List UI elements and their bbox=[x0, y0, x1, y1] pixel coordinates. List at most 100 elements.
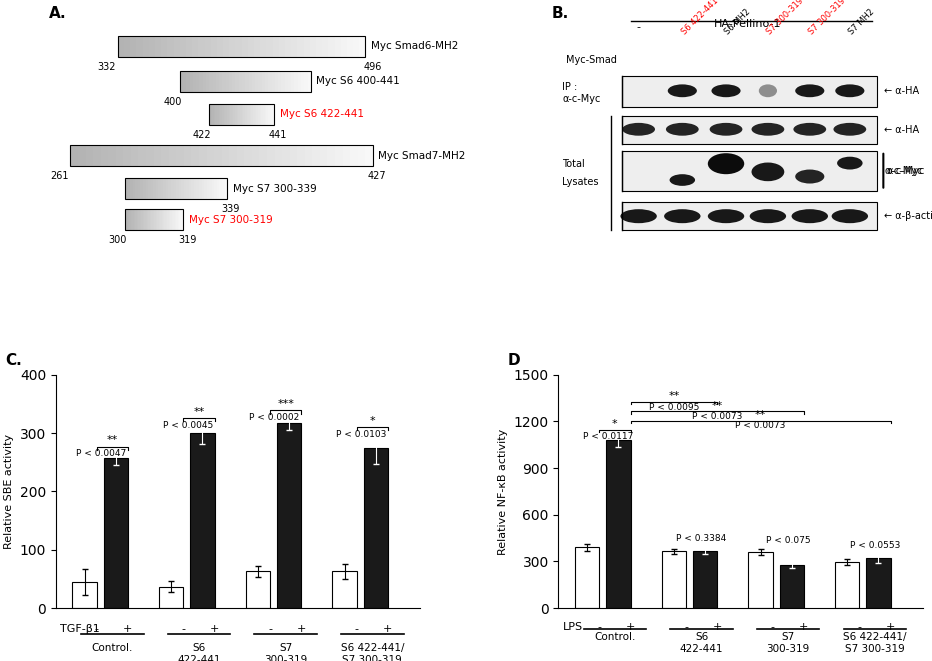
Bar bbox=[217, 104, 219, 125]
Bar bbox=[171, 178, 174, 199]
Bar bbox=[335, 145, 343, 166]
Bar bbox=[123, 145, 131, 166]
Bar bbox=[252, 71, 256, 92]
Bar bbox=[202, 71, 207, 92]
Text: S7 MH2: S7 MH2 bbox=[847, 7, 876, 36]
Bar bbox=[258, 71, 263, 92]
Text: +: + bbox=[799, 622, 809, 632]
Bar bbox=[148, 178, 151, 199]
Bar bbox=[260, 104, 262, 125]
Text: +: + bbox=[210, 625, 219, 635]
Text: α-c-Myc: α-c-Myc bbox=[884, 166, 923, 176]
Bar bbox=[350, 145, 359, 166]
Text: P < 0.3384: P < 0.3384 bbox=[677, 534, 727, 543]
Bar bbox=[116, 145, 124, 166]
Bar bbox=[210, 71, 213, 92]
Bar bbox=[249, 71, 253, 92]
Bar bbox=[347, 36, 354, 57]
Text: -: - bbox=[771, 622, 774, 632]
Bar bbox=[204, 178, 208, 199]
Text: P < 0.0047: P < 0.0047 bbox=[75, 449, 126, 459]
Text: **: ** bbox=[668, 391, 679, 401]
Bar bbox=[245, 104, 247, 125]
Bar bbox=[254, 104, 255, 125]
Bar bbox=[159, 586, 184, 608]
Bar bbox=[226, 104, 227, 125]
Text: ← α-HA: ← α-HA bbox=[884, 125, 920, 135]
Bar bbox=[254, 104, 257, 125]
Text: P < 0.075: P < 0.075 bbox=[766, 537, 811, 545]
Bar bbox=[222, 178, 226, 199]
Bar bbox=[247, 104, 249, 125]
Bar bbox=[219, 104, 221, 125]
Bar bbox=[169, 178, 171, 199]
Bar bbox=[223, 36, 230, 57]
Bar bbox=[73, 582, 97, 608]
Bar bbox=[135, 210, 138, 230]
Bar bbox=[662, 551, 686, 608]
Bar bbox=[243, 104, 246, 125]
Text: TGF-β1: TGF-β1 bbox=[61, 625, 100, 635]
Bar bbox=[153, 178, 157, 199]
Bar bbox=[267, 104, 268, 125]
Bar bbox=[239, 71, 242, 92]
Ellipse shape bbox=[709, 123, 743, 136]
Bar bbox=[232, 104, 234, 125]
Bar bbox=[128, 178, 130, 199]
Text: HA-Pellino-1: HA-Pellino-1 bbox=[714, 19, 782, 29]
Text: -: - bbox=[182, 625, 185, 635]
Text: Total: Total bbox=[562, 159, 585, 169]
Ellipse shape bbox=[666, 123, 699, 136]
Bar bbox=[262, 71, 266, 92]
Bar bbox=[312, 145, 321, 166]
Bar bbox=[258, 104, 260, 125]
Text: P < 0.0002: P < 0.0002 bbox=[249, 413, 299, 422]
Bar bbox=[236, 36, 242, 57]
Bar bbox=[246, 571, 270, 608]
Bar bbox=[199, 71, 203, 92]
Bar bbox=[304, 71, 308, 92]
Text: Myc-Smad: Myc-Smad bbox=[566, 55, 617, 65]
Bar bbox=[151, 178, 154, 199]
Text: **: ** bbox=[107, 436, 118, 446]
Bar bbox=[143, 36, 149, 57]
Bar bbox=[156, 210, 158, 230]
Bar bbox=[214, 178, 217, 199]
Bar bbox=[779, 564, 804, 608]
Text: ← α-HA: ← α-HA bbox=[884, 87, 920, 97]
Text: P < 0.0073: P < 0.0073 bbox=[692, 412, 743, 421]
Bar bbox=[226, 104, 229, 125]
Bar bbox=[166, 178, 170, 199]
Bar bbox=[206, 71, 210, 92]
Bar bbox=[125, 178, 227, 199]
Text: S7
300-319: S7 300-319 bbox=[264, 643, 308, 661]
Bar bbox=[835, 563, 859, 608]
Bar bbox=[212, 178, 215, 199]
Bar bbox=[692, 551, 718, 608]
Bar bbox=[144, 210, 146, 230]
Bar bbox=[297, 36, 304, 57]
Bar bbox=[86, 145, 94, 166]
Bar bbox=[241, 104, 244, 125]
Text: S7
300-319: S7 300-319 bbox=[767, 632, 810, 654]
Bar bbox=[145, 178, 149, 199]
Bar bbox=[164, 210, 167, 230]
Text: **: ** bbox=[755, 410, 766, 420]
Text: LPS: LPS bbox=[563, 622, 583, 632]
Text: P < 0.0045: P < 0.0045 bbox=[162, 421, 212, 430]
Bar bbox=[259, 145, 267, 166]
Text: P < 0.0103: P < 0.0103 bbox=[336, 430, 387, 439]
Bar bbox=[130, 145, 139, 166]
Bar bbox=[236, 71, 240, 92]
Bar bbox=[301, 71, 305, 92]
Bar bbox=[184, 145, 192, 166]
Bar bbox=[241, 36, 249, 57]
Bar bbox=[150, 210, 152, 230]
Text: -: - bbox=[95, 625, 99, 635]
Bar bbox=[239, 104, 240, 125]
Bar bbox=[229, 71, 233, 92]
Bar bbox=[189, 178, 192, 199]
Ellipse shape bbox=[791, 209, 828, 223]
Bar bbox=[250, 104, 253, 125]
Bar bbox=[219, 71, 223, 92]
